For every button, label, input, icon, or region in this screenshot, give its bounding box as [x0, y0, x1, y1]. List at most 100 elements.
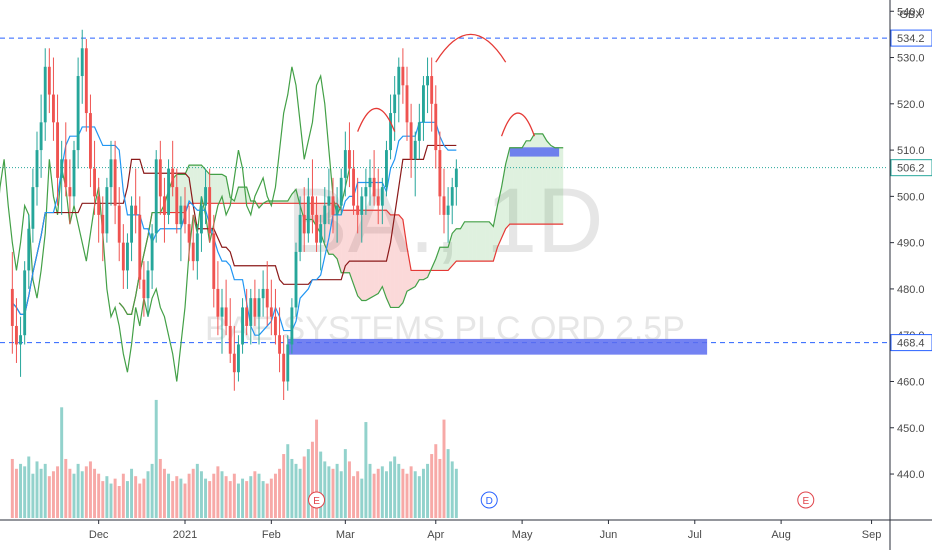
cloud-segment — [407, 247, 412, 292]
cloud-segment — [349, 210, 354, 285]
volume-bar — [150, 463, 154, 518]
cloud-segment — [509, 147, 514, 225]
cloud-segment — [365, 210, 370, 301]
candle-body — [158, 159, 162, 197]
price-tick-label: 480.0 — [897, 284, 925, 296]
cloud-segment — [238, 187, 243, 204]
cloud-segment — [493, 205, 498, 262]
candle-body — [47, 66, 51, 95]
candle-body — [389, 113, 392, 151]
volume-bar — [319, 451, 323, 518]
volume-bar — [384, 471, 388, 518]
candle-body — [413, 140, 417, 160]
candle-body — [261, 288, 265, 299]
volume-bar — [430, 454, 434, 518]
time-tick-label: Apr — [427, 529, 444, 541]
cloud-segment — [394, 214, 399, 308]
candle-body — [302, 214, 306, 234]
cloud-segment — [382, 210, 387, 299]
volume-bar — [376, 468, 380, 518]
time-ticks: Dec 2021 Feb Mar Apr May Jun Jul Aug Sep — [89, 520, 881, 541]
price-axis[interactable]: GBX 440.0450.0460.0470.0480.0490.0500.05… — [889, 0, 932, 550]
volume-bar — [343, 449, 347, 518]
cloud-segment — [370, 210, 375, 299]
cloud-segment — [197, 165, 202, 204]
event-marker-circle[interactable] — [480, 491, 498, 509]
cloud-segment — [472, 221, 477, 262]
candle-body — [216, 288, 220, 317]
candle-body — [183, 205, 187, 225]
cloud-segment — [291, 189, 296, 204]
candle-body — [269, 307, 273, 317]
arc-drawing[interactable] — [435, 33, 507, 63]
event-marker-circle[interactable] — [308, 491, 326, 509]
arc-drawing[interactable] — [357, 108, 396, 132]
volume-bar — [162, 468, 166, 518]
price-label-box — [890, 159, 932, 177]
candle-body — [72, 150, 76, 197]
candle-body — [380, 187, 384, 206]
volume-bar — [327, 466, 331, 518]
candle-body — [84, 48, 88, 114]
volume-bar — [76, 463, 80, 518]
volume-bar — [72, 473, 76, 518]
volume-bar — [121, 473, 125, 518]
zone-rectangle[interactable] — [509, 147, 560, 157]
volume-bar — [331, 468, 335, 518]
zone-rectangle[interactable] — [287, 338, 708, 355]
candle-body — [339, 177, 343, 206]
time-tick-label: Dec — [89, 529, 109, 541]
volume-bar — [356, 471, 360, 518]
arc-drawing[interactable] — [500, 112, 536, 137]
candle-body — [253, 298, 257, 317]
volume-bar — [310, 441, 314, 518]
price-tick-label: 530.0 — [897, 53, 925, 65]
cloud-segment — [213, 174, 218, 204]
candle-body — [265, 288, 269, 308]
volume-bar — [68, 468, 72, 518]
volume-bar — [421, 468, 425, 518]
chikou-span-line — [0, 66, 351, 382]
volume-bar — [39, 468, 43, 518]
candle-body — [43, 66, 47, 123]
volume-bar — [241, 478, 245, 518]
event-marker-label: D — [486, 496, 493, 507]
candle-body — [113, 159, 117, 206]
cloud-segment — [415, 270, 420, 287]
cloud-segment — [546, 140, 551, 225]
candle-body — [35, 150, 39, 188]
zones[interactable] — [287, 147, 708, 355]
event-marker-circle[interactable] — [797, 491, 815, 509]
volume-bar — [187, 473, 191, 518]
volume-bar — [93, 468, 97, 518]
candle-body — [167, 168, 170, 215]
cloud-segment — [411, 270, 416, 289]
candle-body — [335, 205, 339, 215]
time-tick-label: May — [512, 529, 533, 541]
candle-body — [179, 205, 183, 225]
price-labels: 534.2 506.2 468.4 — [890, 29, 932, 352]
candle-body — [130, 205, 133, 243]
drawn-arcs[interactable] — [357, 33, 536, 137]
candle-body — [430, 76, 434, 104]
cloud-segment — [448, 233, 453, 271]
volume-bar — [130, 468, 134, 518]
price-ticks: 440.0450.0460.0470.0480.0490.0500.0510.0… — [890, 6, 925, 481]
volume-bar — [290, 458, 294, 518]
volume-bar — [195, 463, 199, 518]
cloud-segment — [386, 210, 391, 308]
candle-body — [220, 307, 224, 317]
candle-body — [19, 335, 22, 345]
volume-bar — [393, 456, 397, 518]
price-label-text: 534.2 — [897, 33, 925, 45]
cloud-segment — [374, 210, 379, 296]
volume-bar — [19, 463, 23, 518]
time-axis[interactable]: Dec 2021 Feb Mar Apr May Jun Jul Aug Sep — [0, 519, 932, 541]
volume-bar — [323, 461, 327, 518]
time-tick-label: Jun — [600, 529, 618, 541]
candle-body — [109, 159, 113, 188]
candle-body — [241, 307, 244, 345]
volume-bar — [158, 458, 162, 518]
